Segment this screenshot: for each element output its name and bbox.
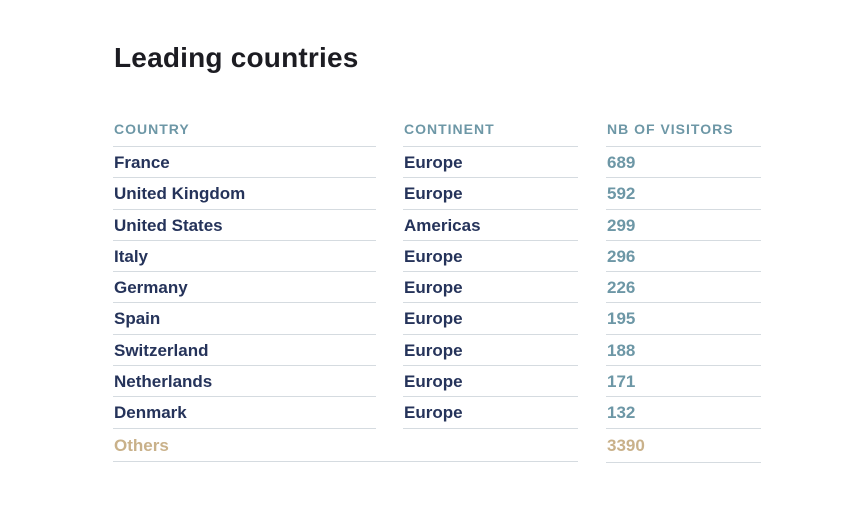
continent-column: CONTINENT Europe Europe Americas Europe … <box>403 119 578 429</box>
continent-cell: Europe <box>403 366 578 398</box>
visitors-cell: 226 <box>606 272 761 304</box>
country-cell: Italy <box>113 241 376 273</box>
others-row-divider <box>113 461 578 462</box>
country-cell: United Kingdom <box>113 178 376 210</box>
visitors-cell: 296 <box>606 241 761 273</box>
visitors-cell: 188 <box>606 335 761 367</box>
country-cell: Germany <box>113 272 376 304</box>
visitors-cell: 592 <box>606 178 761 210</box>
others-visitors: 3390 <box>606 429 761 463</box>
visitors-cell: 171 <box>606 366 761 398</box>
country-cell: Switzerland <box>113 335 376 367</box>
continent-header: CONTINENT <box>403 119 578 147</box>
continent-cell: Europe <box>403 147 578 179</box>
visitors-header: NB OF VISITORS <box>606 119 761 147</box>
continent-cell: Americas <box>403 210 578 241</box>
country-cell: Netherlands <box>113 366 376 398</box>
continent-cell: Europe <box>403 397 578 429</box>
continent-cell: Europe <box>403 178 578 210</box>
country-header: COUNTRY <box>113 119 376 147</box>
continent-cell: Europe <box>403 303 578 335</box>
visitors-cell: 689 <box>606 147 761 179</box>
continent-cell: Europe <box>403 272 578 304</box>
visitors-cell: 132 <box>606 397 761 429</box>
continent-cell: Europe <box>403 335 578 367</box>
country-cell: Spain <box>113 303 376 335</box>
continent-cell: Europe <box>403 241 578 273</box>
page-title: Leading countries <box>114 42 359 73</box>
others-label: Others <box>114 435 169 455</box>
visitors-cell: 299 <box>606 210 761 241</box>
country-cell: United States <box>113 210 376 241</box>
country-cell: Denmark <box>113 397 376 429</box>
country-column: COUNTRY France United Kingdom United Sta… <box>113 119 376 463</box>
country-cell: France <box>113 147 376 179</box>
visitors-cell: 195 <box>606 303 761 335</box>
visitors-column: NB OF VISITORS 689 592 299 296 226 195 1… <box>606 119 761 463</box>
